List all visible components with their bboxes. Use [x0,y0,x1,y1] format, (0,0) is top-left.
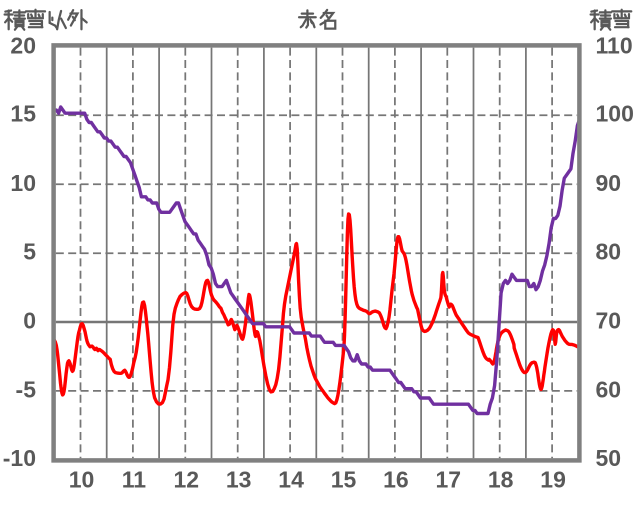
svg-text:-5: -5 [16,376,37,402]
svg-text:50: 50 [596,445,622,471]
svg-text:15: 15 [10,101,36,127]
svg-text:-10: -10 [3,445,36,471]
svg-text:14: 14 [278,467,304,493]
svg-text:19: 19 [540,467,566,493]
svg-text:10: 10 [69,467,95,493]
svg-text:15: 15 [331,467,357,493]
svg-text:80: 80 [596,239,622,265]
svg-text:0: 0 [23,308,36,334]
svg-text:100: 100 [596,101,634,127]
svg-text:70: 70 [596,308,622,334]
svg-text:18: 18 [488,467,514,493]
svg-text:20: 20 [10,32,36,58]
svg-text:11: 11 [122,467,147,493]
svg-text:90: 90 [596,170,622,196]
svg-text:60: 60 [596,376,622,402]
svg-text:5: 5 [23,239,36,265]
svg-text:12: 12 [174,467,200,493]
svg-text:16: 16 [383,467,409,493]
svg-text:13: 13 [226,467,252,493]
svg-text:17: 17 [436,467,462,493]
svg-text:10: 10 [10,170,36,196]
svg-text:110: 110 [596,32,633,58]
